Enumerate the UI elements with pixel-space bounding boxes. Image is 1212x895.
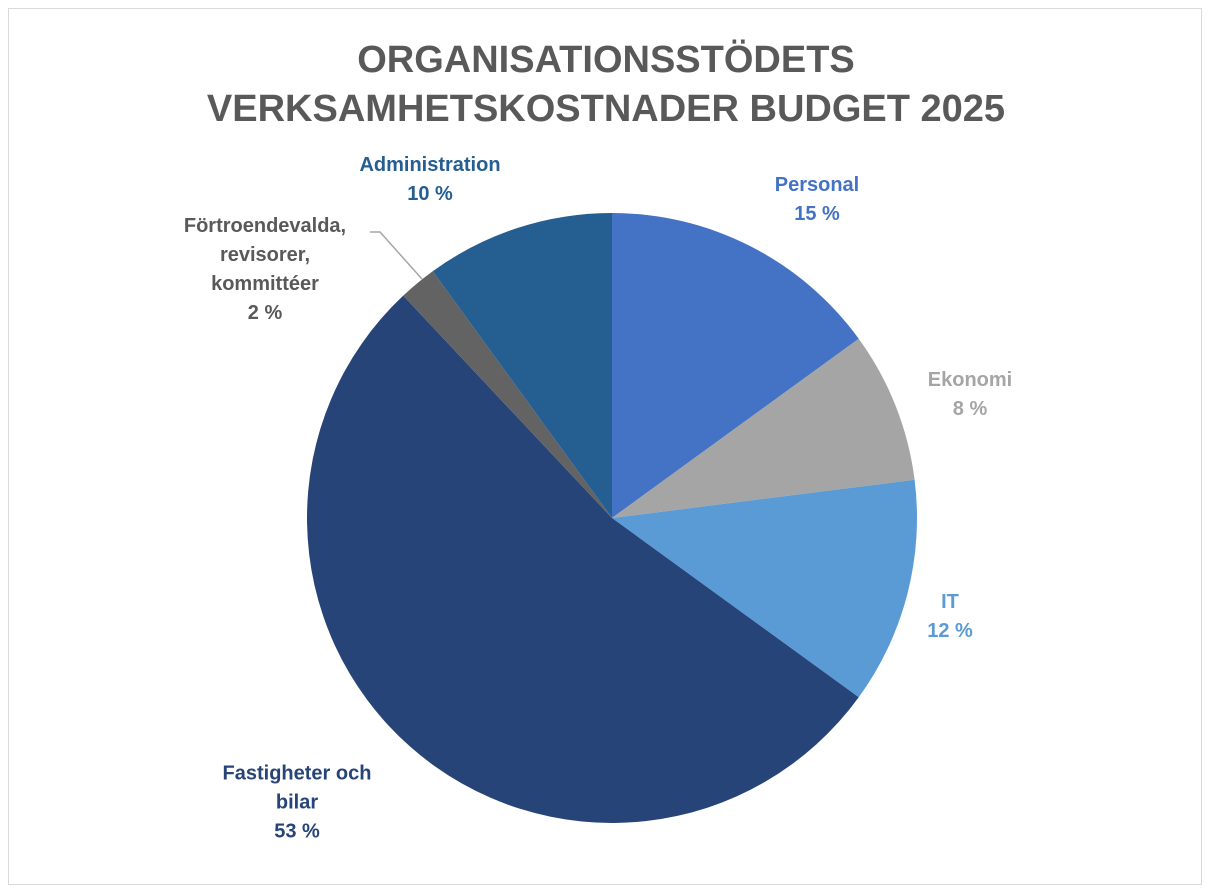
slice-value: 2 % bbox=[247, 302, 283, 324]
slice-value: 8 % bbox=[952, 398, 988, 420]
slice-value: 53 % bbox=[274, 820, 320, 843]
pie-slice bbox=[432, 213, 612, 518]
slice-label: Ekonomi 8 % bbox=[890, 366, 1050, 424]
pie-slice bbox=[403, 271, 612, 518]
slice-name: Administration bbox=[359, 154, 501, 176]
chart-title: ORGANISATIONSSTÖDETS VERKSAMHETSKOSTNADE… bbox=[206, 39, 1006, 131]
pie-slice bbox=[612, 338, 915, 518]
slice-value: 12 % bbox=[927, 620, 973, 642]
slice-label: Förtroendevalda, revisorer, kommittéer 2 … bbox=[165, 212, 365, 328]
slice-value: 10 % bbox=[407, 183, 453, 205]
slice-value: 15 % bbox=[794, 203, 840, 225]
pie-slice bbox=[612, 479, 917, 698]
slice-label: IT 12 % bbox=[890, 588, 1010, 646]
pie-slice bbox=[612, 213, 859, 518]
slice-name: Fastigheter och bilar bbox=[222, 762, 372, 814]
slice-label: Administration 10 % bbox=[330, 151, 530, 209]
slice-label: Personal 15 % bbox=[717, 171, 917, 229]
pie-slice bbox=[307, 295, 859, 823]
slice-name: Förtroendevalda, revisorer, kommittéer bbox=[183, 215, 347, 295]
slice-label: Fastigheter och bilar 53 % bbox=[207, 760, 387, 847]
leader-line bbox=[370, 231, 423, 280]
slice-name: IT bbox=[941, 591, 959, 613]
slice-name: Personal bbox=[774, 174, 860, 196]
slice-name: Ekonomi bbox=[927, 369, 1013, 391]
chart-frame bbox=[8, 8, 1202, 885]
